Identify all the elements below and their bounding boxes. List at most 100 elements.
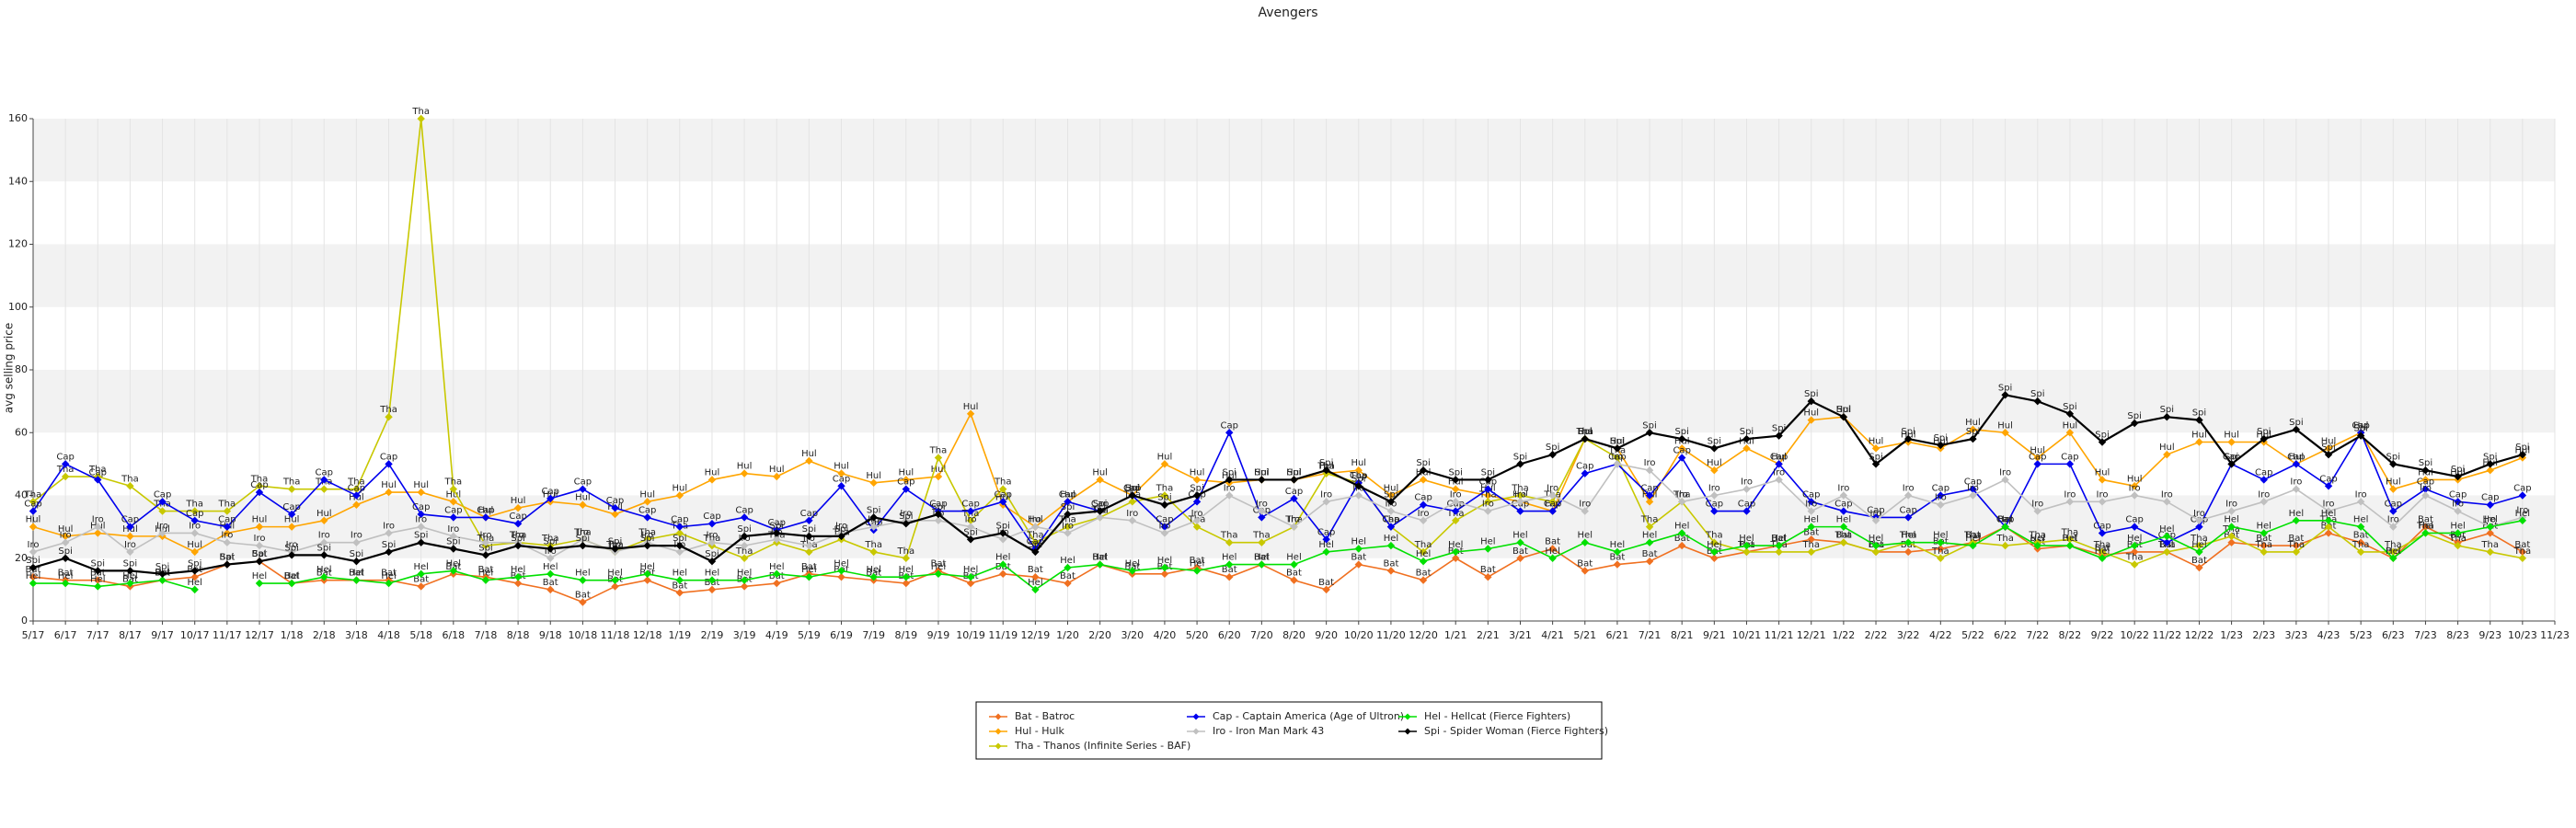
point-marker bbox=[1710, 491, 1719, 500]
point-marker bbox=[1969, 434, 1977, 443]
x-tick-label: 10/18 bbox=[569, 629, 598, 641]
x-tick-label: 3/18 bbox=[345, 629, 368, 641]
point-marker bbox=[999, 529, 1007, 537]
x-tick-label: 11/17 bbox=[213, 629, 242, 641]
point-label: Iro bbox=[577, 527, 589, 537]
point-label: Cap bbox=[1091, 500, 1109, 510]
point-marker bbox=[837, 482, 845, 490]
point-marker bbox=[1192, 476, 1202, 484]
point-marker bbox=[223, 529, 232, 537]
point-label: Spi bbox=[2095, 430, 2109, 440]
point-marker bbox=[2454, 541, 2462, 550]
point-marker bbox=[643, 498, 651, 506]
point-label: Hel bbox=[413, 562, 428, 572]
point-marker bbox=[449, 567, 458, 575]
point-marker bbox=[320, 485, 328, 493]
point-label: Cap bbox=[1867, 505, 1884, 515]
point-label: Bat bbox=[1997, 515, 2013, 525]
point-marker bbox=[2227, 438, 2236, 446]
point-marker bbox=[934, 472, 943, 481]
point-label: Iro bbox=[2258, 489, 2270, 500]
point-marker bbox=[1484, 485, 1492, 493]
point-marker bbox=[2421, 466, 2430, 475]
point-label: Hul bbox=[866, 471, 881, 481]
point-marker bbox=[158, 498, 167, 506]
point-label: Bat bbox=[1351, 553, 1366, 563]
point-label: Hul bbox=[2386, 477, 2401, 488]
point-marker bbox=[2260, 434, 2268, 443]
point-marker bbox=[2356, 538, 2365, 546]
point-label: Bat bbox=[1803, 527, 1819, 537]
point-marker bbox=[1419, 476, 1428, 484]
point-marker bbox=[320, 573, 328, 581]
point-marker bbox=[1645, 523, 1654, 531]
x-tick-label: 8/20 bbox=[1282, 629, 1305, 641]
point-marker bbox=[1386, 567, 1396, 575]
legend-marker bbox=[1192, 713, 1200, 720]
point-label: Spi bbox=[1578, 427, 1592, 437]
point-label: Spi bbox=[2419, 458, 2432, 468]
point-label: Cap bbox=[380, 452, 397, 462]
point-marker bbox=[2065, 498, 2075, 506]
point-label: Bat bbox=[2256, 534, 2271, 544]
point-label: Hel bbox=[1512, 531, 1527, 541]
point-label: Hel bbox=[1351, 537, 1366, 547]
point-marker bbox=[2324, 482, 2333, 490]
point-label: Cap bbox=[509, 512, 526, 522]
point-marker bbox=[2098, 438, 2107, 446]
point-label: Cap bbox=[2513, 484, 2531, 494]
point-label: Spi bbox=[802, 524, 816, 535]
chart-title: Avengers bbox=[1258, 6, 1317, 20]
point-label: Tha bbox=[929, 446, 948, 456]
point-label: Tha bbox=[1801, 540, 1820, 550]
point-label: Iro bbox=[383, 521, 395, 531]
point-label: Tha bbox=[2093, 540, 2111, 550]
point-marker bbox=[352, 500, 361, 509]
point-label: Hel bbox=[1254, 553, 1269, 563]
point-label: Iro bbox=[706, 531, 718, 541]
point-marker bbox=[2518, 491, 2527, 500]
point-marker bbox=[1937, 441, 1945, 450]
point-marker bbox=[1322, 585, 1330, 594]
point-marker bbox=[1064, 529, 1072, 537]
point-label: Cap bbox=[768, 518, 786, 528]
point-label: Spi bbox=[1772, 424, 1786, 434]
point-marker bbox=[966, 523, 975, 531]
point-marker bbox=[999, 485, 1007, 493]
point-label: Bat bbox=[543, 578, 558, 588]
point-label: Iro bbox=[2516, 505, 2528, 515]
point-marker bbox=[255, 488, 264, 497]
point-label: Hel bbox=[1190, 558, 1204, 569]
x-tick-label: 6/17 bbox=[54, 629, 77, 641]
point-marker bbox=[999, 535, 1007, 544]
point-label: Hel bbox=[2515, 509, 2530, 519]
point-label: Hul bbox=[381, 480, 397, 490]
point-label: Spi bbox=[1610, 436, 1624, 446]
point-label: Bat bbox=[1642, 549, 1658, 559]
point-marker bbox=[675, 541, 684, 550]
point-marker bbox=[869, 547, 878, 557]
point-marker bbox=[190, 507, 199, 515]
point-label: Iro bbox=[835, 521, 847, 531]
y-tick-label: 20 bbox=[15, 552, 28, 564]
x-tick-label: 7/22 bbox=[2026, 629, 2049, 641]
x-tick-label: 3/20 bbox=[1121, 629, 1144, 641]
point-label: Hul bbox=[769, 465, 785, 475]
point-label: Hul bbox=[446, 489, 462, 500]
point-marker bbox=[773, 579, 781, 588]
point-label: Spi bbox=[673, 534, 686, 544]
point-marker bbox=[190, 567, 199, 575]
point-marker bbox=[2130, 560, 2139, 569]
point-marker bbox=[1710, 507, 1719, 515]
point-marker bbox=[1225, 491, 1234, 500]
point-label: Iro bbox=[1158, 521, 1170, 531]
point-label: Hel bbox=[2191, 540, 2206, 550]
point-label: Iro bbox=[2355, 489, 2367, 500]
point-marker bbox=[869, 513, 878, 522]
legend: Bat - Batroc Hul - Hulk Tha - Thanos (Infi… bbox=[975, 701, 1608, 760]
point-label: Hel bbox=[607, 569, 622, 579]
point-label: Tha bbox=[282, 477, 301, 488]
point-label: Hul bbox=[1965, 418, 1981, 428]
point-label: Spi bbox=[1708, 436, 1721, 446]
point-label: Hul bbox=[575, 493, 591, 503]
